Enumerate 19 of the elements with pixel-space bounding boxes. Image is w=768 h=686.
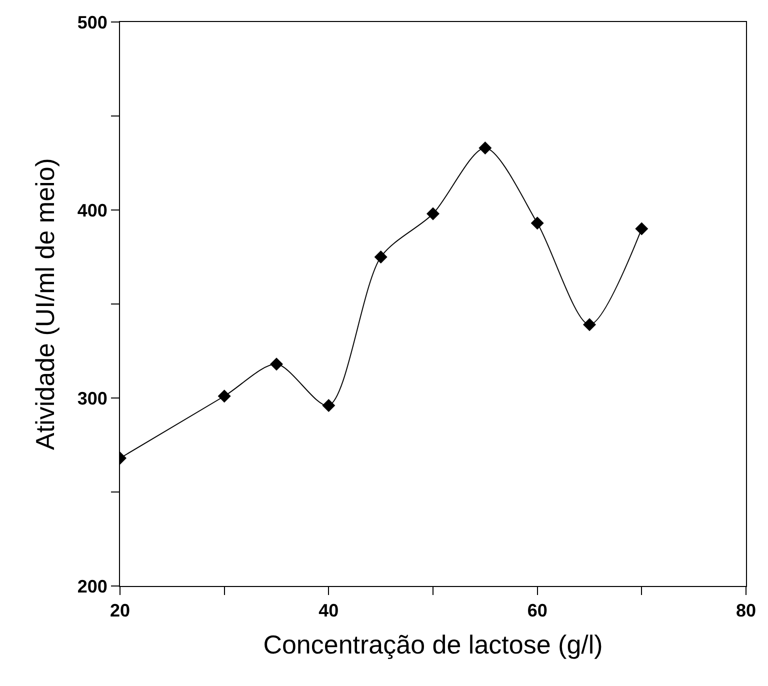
point — [583, 318, 596, 332]
x-tick-label: 80 — [736, 600, 756, 621]
point — [426, 207, 440, 220]
y-tick-label: 200 — [77, 576, 108, 596]
y-tick-label: 500 — [77, 12, 108, 32]
point — [374, 250, 388, 264]
point — [530, 216, 544, 230]
x-axis-title: Concentração de lactose (g/l) — [263, 629, 603, 660]
x-tick-label: 20 — [110, 600, 130, 621]
y-axis-title: Atividade (UI/ml de meio) — [30, 158, 60, 450]
point — [270, 358, 283, 371]
x-tick-label: 40 — [318, 600, 339, 621]
x-tick-label: 60 — [527, 600, 548, 621]
point — [322, 399, 336, 412]
y-tick-label: 300 — [77, 388, 108, 408]
point — [218, 390, 231, 403]
point — [635, 222, 648, 236]
y-tick-label: 400 — [77, 200, 108, 220]
point — [478, 141, 492, 154]
